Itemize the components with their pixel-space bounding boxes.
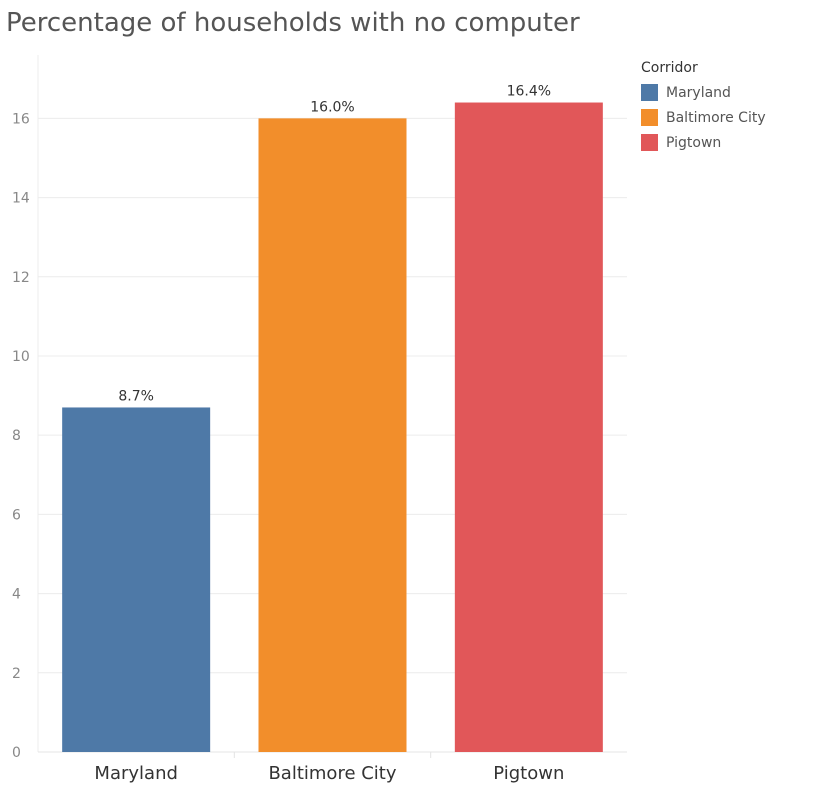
axes: 0 2 4 6 8 10 12 14 16 Maryland Baltimore City Pigto… (12, 55, 627, 784)
x-tick-label: Maryland (94, 763, 177, 784)
x-tick-label: Pigtown (493, 763, 564, 784)
legend-item-baltimore-city[interactable]: Baltimore City (641, 105, 766, 130)
data-label: 8.7% (118, 388, 154, 404)
chart-title: Percentage of households with no compute… (6, 8, 580, 38)
bar-pigtown (454, 102, 603, 753)
y-tick-label: 4 (12, 587, 21, 603)
bar-baltimore-city (258, 118, 407, 752)
y-tick-label: 6 (12, 507, 21, 523)
data-label: 16.4% (507, 84, 551, 100)
legend-label: Pigtown (666, 134, 722, 151)
y-tick-label: 16 (12, 111, 30, 127)
legend-label: Maryland (666, 84, 731, 101)
legend-item-maryland[interactable]: Maryland (641, 80, 766, 105)
y-tick-label: 2 (12, 666, 21, 682)
legend-item-pigtown[interactable]: Pigtown (641, 130, 766, 155)
y-tick-label: 0 (12, 745, 21, 761)
data-labels: 8.7% 16.0% 16.4% (118, 84, 551, 405)
legend-label: Baltimore City (666, 109, 766, 126)
y-tick-label: 8 (12, 428, 21, 444)
legend-items: Maryland Baltimore City Pigtown (641, 80, 766, 155)
y-tick-label: 12 (12, 270, 30, 286)
bar-maryland (62, 407, 211, 752)
data-label: 16.0% (310, 99, 354, 115)
legend-swatch (641, 84, 658, 101)
legend: Corridor Maryland Baltimore City Pigtown (641, 60, 766, 155)
legend-title: Corridor (641, 60, 698, 76)
y-tick-label: 14 (12, 191, 30, 207)
y-tick-label: 10 (12, 349, 30, 365)
legend-swatch (641, 109, 658, 126)
bars (62, 102, 603, 753)
x-tick-label: Baltimore City (268, 763, 396, 784)
legend-swatch (641, 134, 658, 151)
